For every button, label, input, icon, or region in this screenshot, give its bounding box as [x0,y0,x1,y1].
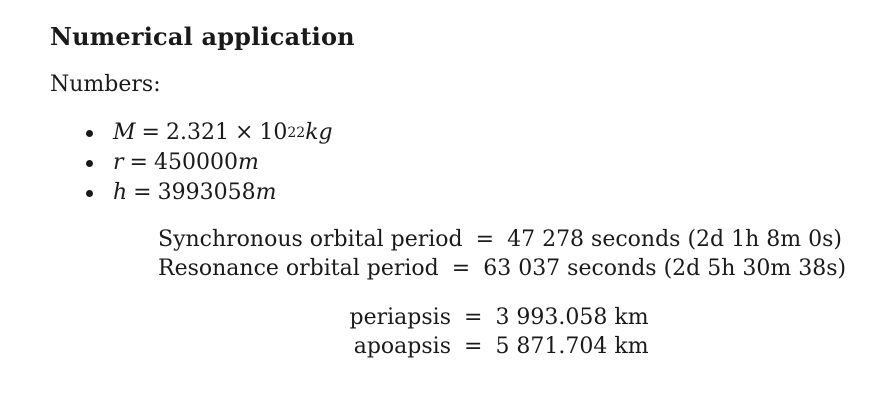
var-value: 450000 [153,150,238,175]
equation-label: Resonance orbital period [158,256,439,281]
equals-sign: = [464,305,483,330]
equation-label: Synchronous orbital period [158,227,463,252]
var-unit: m [237,150,259,175]
equation-value: 5 871.704 km [495,334,649,359]
var-symbol: r [113,150,124,175]
equals-sign: = [464,334,483,359]
list-item-altitude: h = 3993058 m [86,178,333,208]
list-item-mass: M = 2.321 × 10 22 kg [86,118,333,148]
times-sign: × [234,120,254,145]
equation-label: apoapsis [353,334,451,359]
apsis-equations: periapsis = 3 993.058 km apoapsis = 5 87… [349,303,649,361]
var-unit: kg [305,120,333,145]
bullet-icon [86,189,93,197]
orbital-period-equations: Synchronous orbital period = 47 278 seco… [158,225,846,283]
variables-list: M = 2.321 × 10 22 kg r = 450000 m h = 3993… [86,118,333,208]
equals-sign: = [475,227,495,252]
var-base: 10 [259,120,288,145]
equation-value: 63 037 seconds (2d 5h 30m 38s) [483,256,847,281]
equals-sign: = [451,256,471,281]
synchronous-period-row: Synchronous orbital period = 47 278 seco… [158,225,846,254]
equals-sign: = [129,150,148,175]
equation-value: 47 278 seconds (2d 1h 8m 0s) [507,227,842,252]
numbers-intro: Numbers: [50,72,161,97]
var-value: 2.321 [165,120,229,145]
var-unit: m [255,180,277,205]
var-symbol: h [113,180,128,205]
resonance-period-row: Resonance orbital period = 63 037 second… [158,254,846,283]
equals-sign: = [141,120,160,145]
equation-label: periapsis [349,305,451,330]
bullet-icon [86,159,93,167]
equals-sign: = [133,180,152,205]
bullet-icon [86,129,93,137]
equation-value: 3 993.058 km [495,305,649,330]
section-heading: Numerical application [50,22,355,51]
apoapsis-row: apoapsis = 5 871.704 km [349,332,649,361]
var-symbol: M [113,120,136,145]
list-item-radius: r = 450000 m [86,148,333,178]
periapsis-row: periapsis = 3 993.058 km [349,303,649,332]
var-value: 3993058 [157,180,256,205]
